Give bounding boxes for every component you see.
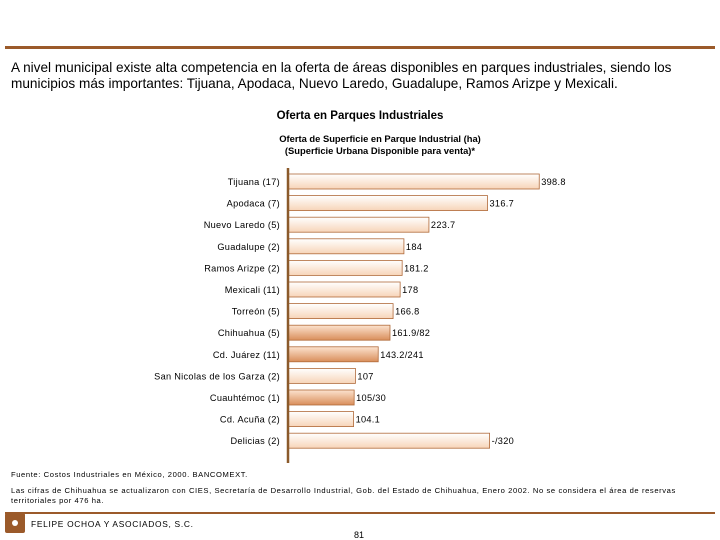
- bottom-rule: [5, 512, 715, 514]
- chart-title-block: Oferta de Superficie en Parque Industria…: [0, 133, 720, 157]
- category-label-5: Mexicali (11): [225, 285, 280, 295]
- bar-9: [287, 367, 356, 384]
- bar-4: [287, 259, 403, 276]
- category-label-4: Ramos Arizpe (2): [204, 263, 280, 273]
- category-label-9: San Nicolas de los Garza (2): [154, 371, 280, 381]
- category-label-1: Apodaca (7): [227, 199, 280, 209]
- bar-12: [287, 432, 491, 449]
- chart-title: Oferta de Superficie en Parque Industria…: [279, 133, 481, 144]
- company-logo-icon: [5, 513, 25, 533]
- category-label-0: Tijuana (17): [228, 177, 280, 187]
- category-label-8: Cd. Juárez (11): [213, 350, 280, 360]
- category-label-2: Nuevo Laredo (5): [204, 220, 280, 230]
- category-label-10: Cuauhtémoc (1): [210, 393, 280, 403]
- data-label-1: 316.7: [490, 199, 515, 209]
- bar-3: [287, 238, 405, 255]
- chart-heading: Oferta en Parques Industriales: [276, 110, 444, 122]
- data-label-6: 166.8: [395, 307, 420, 317]
- bar-5: [287, 281, 401, 298]
- data-label-11: 104.1: [356, 415, 381, 425]
- bar-2: [287, 216, 430, 233]
- bar-7: [287, 324, 391, 341]
- bar-10: [287, 389, 355, 406]
- bar-6: [287, 303, 394, 320]
- data-label-9: 107: [357, 371, 373, 381]
- bar-0: [287, 173, 540, 190]
- source-footnote: Fuente: Costos Industriales en México, 2…: [11, 470, 248, 479]
- data-label-10: 105/30: [356, 393, 386, 403]
- data-label-8: 143.2/241: [380, 350, 424, 360]
- data-label-0: 398.8: [541, 177, 566, 187]
- chart-subtitle: (Superficie Urbana Disponible para venta…: [284, 145, 476, 156]
- top-rule: [5, 46, 715, 49]
- category-label-11: Cd. Acuña (2): [220, 415, 280, 425]
- data-note-footnote: Las cifras de Chihuahua se actualizaron …: [11, 486, 676, 505]
- data-label-7: 161.9/82: [392, 328, 430, 338]
- category-label-12: Delicias (2): [230, 436, 280, 446]
- category-label-6: Torreón (5): [232, 307, 280, 317]
- category-label-7: Chihuahua (5): [218, 328, 280, 338]
- category-label-3: Guadalupe (2): [217, 242, 280, 252]
- data-label-12: -/320: [492, 436, 514, 446]
- data-label-5: 178: [402, 285, 418, 295]
- company-name: FELIPE OCHOA Y ASOCIADOS, S.C.: [31, 519, 194, 529]
- bar-8: [287, 346, 379, 363]
- bar-1: [287, 195, 488, 212]
- data-label-4: 181.2: [404, 263, 429, 273]
- page-number: 81: [354, 530, 365, 540]
- data-label-2: 223.7: [431, 220, 456, 230]
- data-label-3: 184: [406, 242, 422, 252]
- intro-paragraph: A nivel municipal existe alta competenci…: [11, 60, 672, 91]
- bar-11: [287, 411, 354, 428]
